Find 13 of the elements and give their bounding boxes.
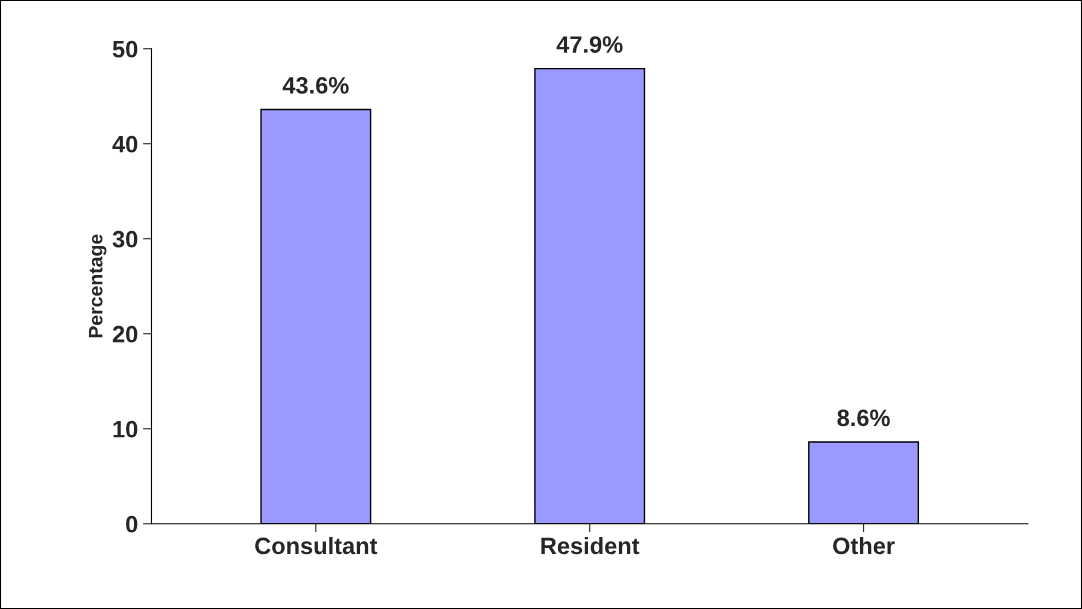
y-tick-label: 0	[126, 515, 138, 533]
y-tick-label: 40	[112, 135, 138, 153]
y-tick-label: 50	[112, 40, 138, 58]
y-axis-title: Percentage	[88, 234, 107, 338]
y-tick-label: 10	[113, 420, 138, 438]
x-tick-label: Consultant	[255, 536, 378, 555]
data-label: 47.9%	[556, 36, 623, 53]
y-tick-label: 30	[112, 230, 138, 248]
x-tick-label: Resident	[541, 536, 640, 555]
y-tick-label: 20	[112, 325, 138, 343]
data-label: 43.6%	[282, 77, 349, 94]
data-label: 8.6%	[837, 409, 890, 427]
x-tick-label: Other	[833, 536, 895, 555]
